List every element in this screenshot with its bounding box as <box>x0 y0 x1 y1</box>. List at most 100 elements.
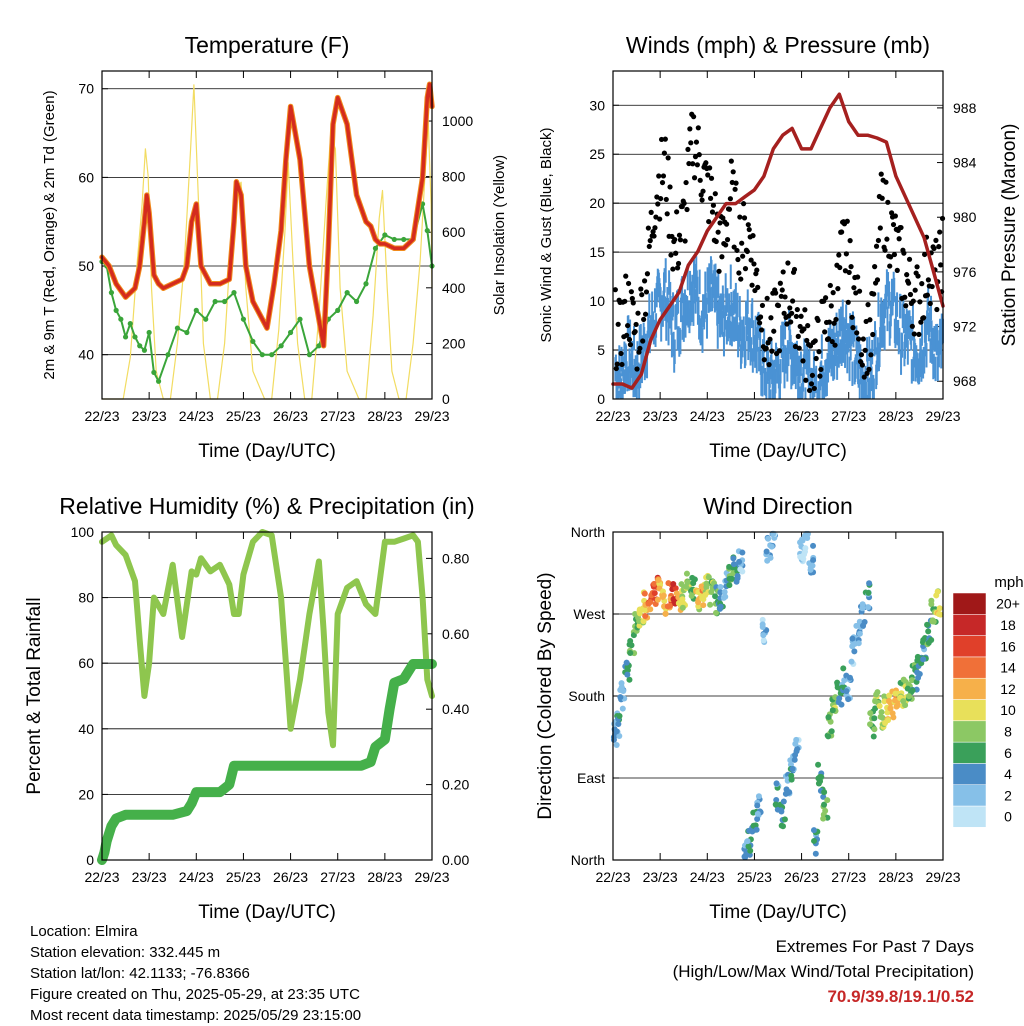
direction-point <box>866 580 873 587</box>
gust-point <box>776 348 783 354</box>
direction-point <box>627 650 634 657</box>
gust-point <box>809 372 816 378</box>
x-tick-label: 26/23 <box>784 869 819 885</box>
gust-point <box>773 290 779 296</box>
gust-point <box>795 333 801 339</box>
direction-point <box>619 705 626 712</box>
gust-point <box>843 251 849 257</box>
gust-point <box>826 319 832 325</box>
x-tick-label: 26/23 <box>273 408 308 424</box>
direction-point <box>829 707 836 714</box>
gust-point <box>919 281 925 287</box>
gust-point <box>851 285 857 291</box>
gust-point <box>633 321 639 328</box>
x-tick-label: 27/23 <box>831 869 866 885</box>
direction-point <box>859 601 866 608</box>
x-tick-label: 23/23 <box>643 869 678 885</box>
direction-point <box>626 676 633 683</box>
chart-title: Winds (mph) & Pressure (mb) <box>626 32 930 58</box>
gust-point <box>918 319 924 325</box>
gust-point <box>634 366 640 372</box>
gust-point <box>691 114 697 120</box>
direction-point <box>860 622 867 629</box>
colorbar-label: 18 <box>1000 617 1016 633</box>
gust-point <box>927 300 933 307</box>
gust-point <box>715 229 721 235</box>
gust-point <box>804 337 810 344</box>
gust-point <box>856 288 863 294</box>
gust-point <box>833 316 839 323</box>
chart-title: Temperature (F) <box>185 32 350 58</box>
direction-point <box>892 697 899 704</box>
gust-point <box>825 336 832 342</box>
direction-point <box>754 810 761 817</box>
gust-point <box>737 214 743 220</box>
gust-point <box>736 270 742 276</box>
direction-point <box>726 563 733 570</box>
gust-point <box>914 264 920 270</box>
gust-point <box>690 161 696 167</box>
gust-point <box>619 361 625 368</box>
gust-point <box>732 186 738 192</box>
gust-point <box>694 162 700 168</box>
y2-tick-label: 0.80 <box>442 550 469 566</box>
gust-point <box>626 336 633 343</box>
gust-point <box>614 361 620 367</box>
gust-point <box>641 278 648 284</box>
gust-point <box>668 252 674 258</box>
direction-point <box>811 837 818 844</box>
direction-point <box>872 698 879 705</box>
x-axis-label: Time (Day/UTC) <box>198 902 336 923</box>
direction-point <box>886 697 893 704</box>
direction-point <box>768 543 775 550</box>
gust-point <box>639 292 645 298</box>
gust-point <box>771 328 777 334</box>
direction-point <box>717 589 724 596</box>
gust-point <box>613 365 619 372</box>
direction-point <box>887 705 894 712</box>
gust-point <box>807 343 814 349</box>
station-info: Location: Elmira Station elevation: 332.… <box>30 921 361 1026</box>
direction-point <box>824 797 831 804</box>
gust-point <box>872 264 878 270</box>
y-tick-label: 10 <box>589 293 605 309</box>
gust-point <box>691 175 698 181</box>
gust-point <box>906 256 913 262</box>
gust-point <box>813 355 819 362</box>
x-tick-label: 26/23 <box>784 408 819 424</box>
direction-point <box>688 592 695 599</box>
gust-point <box>696 152 702 158</box>
x-tick-label: 25/23 <box>737 408 772 424</box>
y2-tick-label: 980 <box>953 209 977 225</box>
x-tick-label: 29/23 <box>925 408 960 424</box>
direction-point <box>801 551 808 558</box>
direction-point <box>870 733 877 740</box>
gust-point <box>860 336 866 342</box>
gust-point <box>796 345 802 351</box>
gust-point <box>728 158 734 164</box>
gust-point <box>903 303 909 309</box>
direction-point <box>827 718 834 725</box>
y-tick-label: 60 <box>78 169 94 185</box>
direction-point <box>779 823 786 830</box>
direction-point <box>919 639 926 646</box>
direction-point <box>840 665 847 672</box>
direction-point <box>615 721 622 728</box>
temp-9m-line <box>99 81 435 349</box>
gust-point <box>730 169 736 175</box>
gust-point <box>788 319 794 325</box>
gust-point <box>758 327 765 333</box>
gust-point <box>683 179 689 186</box>
gust-point <box>907 291 914 298</box>
gust-point <box>658 195 664 202</box>
y-axis-label: Direction (Colored By Speed) <box>535 572 556 819</box>
x-tick-label: 23/23 <box>132 869 167 885</box>
direction-point <box>636 618 643 625</box>
direction-point <box>780 798 787 805</box>
direction-point <box>825 733 832 740</box>
gust-point <box>724 237 731 243</box>
colorbar-label: 2 <box>1004 787 1012 803</box>
colorbar-swatch <box>952 592 987 615</box>
gust-point <box>938 262 944 268</box>
direction-point <box>705 574 712 581</box>
